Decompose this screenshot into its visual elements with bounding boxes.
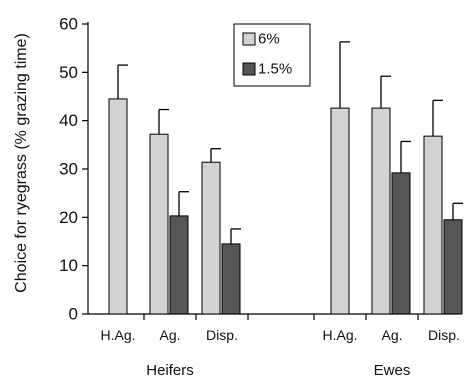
legend-swatch [242, 32, 256, 46]
bar-6pct [108, 98, 128, 315]
legend-label: 1.5% [258, 61, 292, 78]
bar-1_5pct [391, 172, 411, 315]
y-tick-label: 20 [59, 208, 78, 227]
group-label-ewes: Ewes [374, 362, 411, 379]
bar-6pct [371, 107, 391, 315]
y-tick-label: 50 [59, 63, 78, 82]
y-tick-label: 40 [59, 111, 78, 130]
legend-label: 6% [258, 31, 280, 48]
bars [108, 98, 463, 315]
y-tick-label: 30 [59, 160, 78, 179]
y-tick-label: 0 [69, 305, 78, 324]
bar-1_5pct [169, 215, 189, 315]
y-axis-ticks: 0 10 20 30 40 50 60 [59, 15, 88, 324]
bar-1_5pct [221, 243, 241, 315]
x-category-label: H.Ag. [322, 327, 357, 343]
y-tick-label: 60 [59, 15, 78, 34]
error-bars [117, 41, 463, 244]
x-category-label: Ag. [381, 327, 402, 343]
legend-swatch [242, 62, 256, 76]
x-category-label: Disp. [206, 327, 238, 343]
group-labels: Heifers Ewes [146, 362, 410, 379]
bar-1_5pct [443, 219, 463, 315]
x-category-label: H.Ag. [100, 327, 135, 343]
bar-6pct [201, 161, 221, 315]
legend-box [233, 23, 311, 87]
y-axis-title-group: Choice for ryegrass (% grazing time) [13, 33, 30, 293]
x-category-label: Ag. [159, 327, 180, 343]
legend: 6% 1.5% [233, 23, 311, 87]
bar-6pct [149, 133, 169, 315]
group-label-heifers: Heifers [146, 362, 194, 379]
x-axis-labels: H.Ag. Ag. Disp. H.Ag. Ag. Disp. [100, 327, 459, 343]
y-tick-label: 10 [59, 256, 78, 275]
bar-6pct [423, 135, 443, 315]
y-axis-title: Choice for ryegrass (% grazing time) [13, 33, 30, 293]
bar-6pct [330, 107, 350, 315]
x-category-label: Disp. [428, 327, 460, 343]
